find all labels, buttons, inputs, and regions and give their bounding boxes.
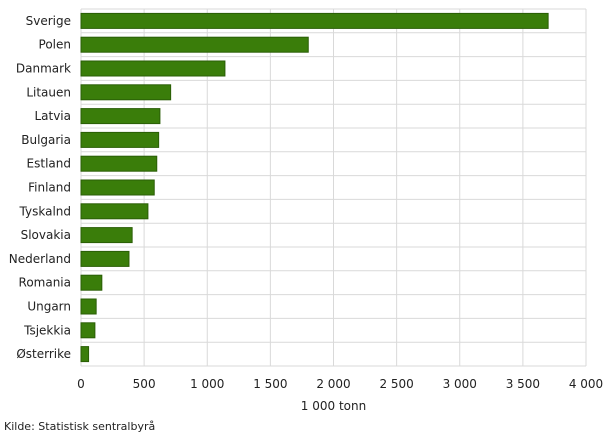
category-label: Finland xyxy=(28,181,71,195)
category-label: Nederland xyxy=(9,252,71,266)
category-label: Tyskalnd xyxy=(19,204,71,218)
x-tick-label: 0 xyxy=(77,377,85,391)
x-tick-label: 1 500 xyxy=(253,377,287,391)
bar-bulgaria xyxy=(80,131,160,148)
bar-tsjekkia xyxy=(80,322,96,339)
x-tick-label: 2 000 xyxy=(316,377,350,391)
category-label: Litauen xyxy=(26,85,71,99)
bar-ungarn xyxy=(80,298,97,315)
category-label: Ungarn xyxy=(27,300,71,314)
x-axis-label: 1 000 tonn xyxy=(301,399,366,413)
category-label: Bulgaria xyxy=(21,133,71,147)
x-tick-label: 2 500 xyxy=(379,377,413,391)
x-tick-label: 1 000 xyxy=(190,377,224,391)
bar-tyskalnd xyxy=(80,203,149,220)
bar-latvia xyxy=(80,108,161,125)
bar-nederland xyxy=(80,250,130,267)
category-label: Polen xyxy=(39,38,71,52)
bar-østerrike xyxy=(80,346,90,363)
category-label: Sverige xyxy=(26,14,71,28)
source-note: Kilde: Statistisk sentralbyrå xyxy=(4,420,156,433)
category-label: Østerrike xyxy=(16,347,71,361)
bar-chart: 0 500 1 000 1 500 2 000 2 500 3 000 3 500 4 000 S… xyxy=(9,8,603,413)
x-tick-label: 3 500 xyxy=(506,377,540,391)
bar-finland xyxy=(80,179,155,196)
bar-slovakia xyxy=(80,227,133,244)
category-label: Romania xyxy=(19,276,71,290)
bar-sverige xyxy=(80,12,549,29)
bar-litauen xyxy=(80,84,172,101)
bar-romania xyxy=(80,274,103,291)
category-label: Slovakia xyxy=(21,228,71,242)
x-tick-label: 4 000 xyxy=(569,377,603,391)
category-label: Latvia xyxy=(34,109,71,123)
category-label: Tsjekkia xyxy=(23,323,71,337)
bar-danmark xyxy=(80,60,226,77)
bar-polen xyxy=(80,36,309,53)
bar-estland xyxy=(80,155,158,172)
category-label: Estland xyxy=(27,157,71,171)
x-tick-label: 3 000 xyxy=(443,377,477,391)
category-label: Danmark xyxy=(16,62,71,76)
x-tick-label: 500 xyxy=(133,377,156,391)
